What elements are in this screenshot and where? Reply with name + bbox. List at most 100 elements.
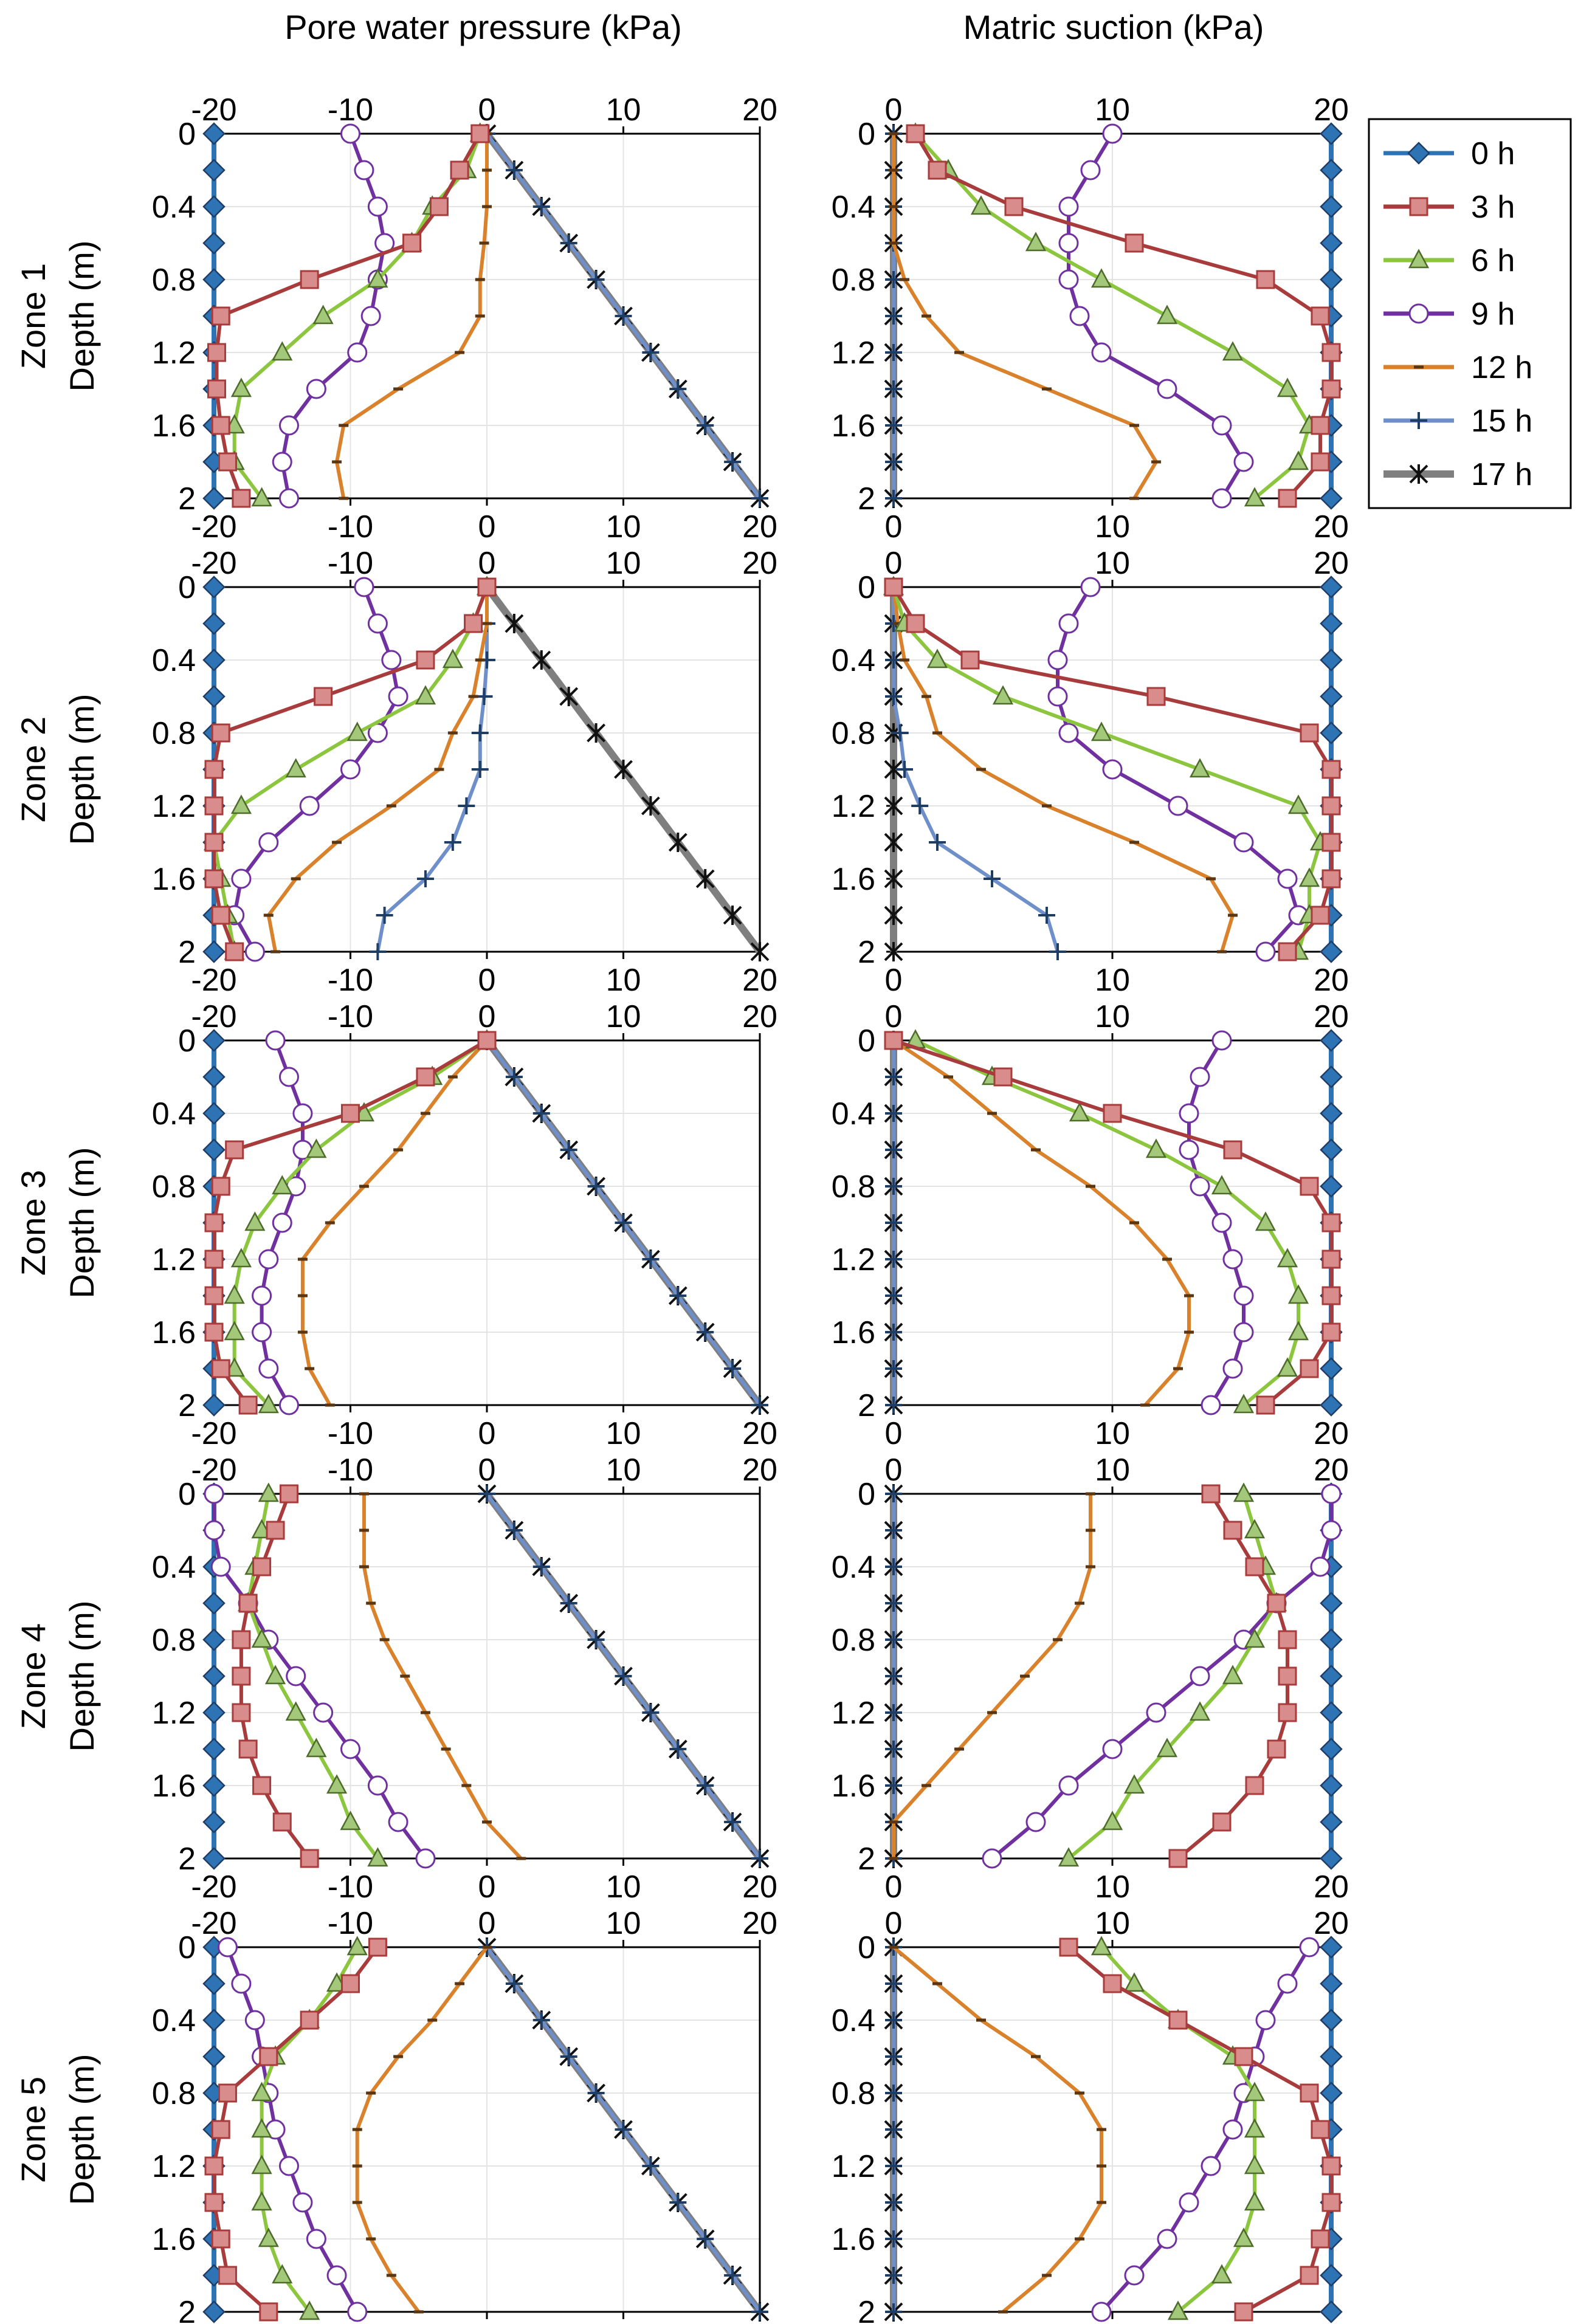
x-tick-label: 20 bbox=[1314, 546, 1349, 581]
data-point-9-h bbox=[1091, 342, 1112, 363]
data-point-0-h bbox=[1320, 159, 1343, 182]
y-tick-label: 0 bbox=[178, 117, 196, 152]
series-17-h bbox=[477, 577, 770, 961]
series-line-9-h bbox=[1067, 132, 1246, 500]
data-point-0-h bbox=[202, 1138, 226, 1161]
data-point-9-h bbox=[1047, 686, 1068, 707]
data-point-6-h bbox=[340, 1810, 361, 1831]
x-tick-label: -10 bbox=[328, 999, 373, 1034]
data-point-3-h bbox=[211, 2120, 230, 2139]
data-point-15-h bbox=[885, 344, 902, 361]
data-point-3-h bbox=[1146, 687, 1166, 706]
series-15-h bbox=[885, 1939, 902, 2320]
data-point-9-h bbox=[244, 2010, 265, 2030]
data-point-3-h bbox=[1278, 489, 1297, 508]
series-3-h bbox=[884, 577, 1341, 961]
y-tick-label: 1.6 bbox=[152, 1769, 196, 1804]
series-9-h bbox=[1091, 1937, 1320, 2322]
data-point-0-h bbox=[202, 1029, 226, 1052]
x-tick-label: 10 bbox=[606, 1416, 641, 1451]
legend-item-9-h: 9 h bbox=[1383, 297, 1515, 332]
data-point-9-h bbox=[1211, 1212, 1232, 1233]
data-point-6-h bbox=[442, 648, 463, 669]
data-point-0-h bbox=[202, 1592, 226, 1615]
series-15-h bbox=[885, 1485, 902, 1867]
series-0-h bbox=[202, 1482, 226, 1870]
data-point-3-h bbox=[1311, 416, 1330, 435]
data-point-15-h bbox=[885, 1704, 902, 1721]
data-point-3-h bbox=[204, 869, 224, 889]
zone-label: Zone 3 bbox=[14, 1170, 52, 1276]
data-point-9-h bbox=[306, 2229, 326, 2249]
data-point-15-h bbox=[697, 1324, 714, 1341]
data-point-6-h bbox=[272, 1175, 293, 1195]
data-point-9-h bbox=[1321, 1520, 1342, 1541]
data-point-0-h bbox=[1320, 1592, 1343, 1615]
data-point-9-h bbox=[292, 1103, 313, 1124]
data-point-9-h bbox=[1190, 1666, 1210, 1686]
data-point-3-h bbox=[884, 577, 903, 597]
data-point-9-h bbox=[1080, 577, 1101, 597]
data-point-6-h bbox=[1222, 341, 1244, 361]
series-3-h bbox=[204, 1937, 387, 2322]
x-tick-label: 10 bbox=[1095, 1452, 1130, 1488]
data-point-3-h bbox=[884, 1031, 903, 1050]
data-point-9-h bbox=[299, 796, 320, 816]
data-point-3-h bbox=[218, 2083, 237, 2103]
series-3-h bbox=[1168, 1484, 1297, 1868]
y-tick-label: 0 bbox=[178, 1930, 196, 1965]
data-point-0-h bbox=[1320, 487, 1343, 510]
data-point-6-h bbox=[1090, 1936, 1112, 1956]
data-point-9-h bbox=[278, 1067, 299, 1087]
data-point-3-h bbox=[252, 1776, 272, 1795]
data-point-9-h bbox=[272, 452, 292, 472]
zone-label: Zone 5 bbox=[14, 2077, 52, 2182]
data-point-3-h bbox=[1311, 306, 1330, 326]
x-tick-label: -20 bbox=[191, 963, 236, 998]
data-point-9-h bbox=[1168, 796, 1188, 816]
panel-zone-5-pore-water-pressure: -20 -10 0 10 20 0 0.4 0.8 1.2 1.6 2 Zone 5 Depth (m) bbox=[14, 1906, 777, 2324]
data-point-3-h bbox=[1321, 1213, 1341, 1232]
data-point-17-h bbox=[723, 906, 742, 925]
data-point-3-h bbox=[429, 197, 449, 216]
data-point-15-h bbox=[1049, 943, 1066, 960]
data-point-3-h bbox=[1223, 1140, 1242, 1160]
data-point-9-h bbox=[1102, 1739, 1123, 1759]
series-line-15-h bbox=[376, 587, 489, 952]
series-0-h bbox=[1320, 1482, 1343, 1870]
data-point-9-h bbox=[1299, 1937, 1320, 1958]
data-point-17-h bbox=[668, 833, 687, 852]
y-tick-label: 2 bbox=[858, 481, 875, 517]
y-tick-label: 1.2 bbox=[152, 1696, 196, 1731]
x-tick-label: 10 bbox=[1095, 999, 1130, 1034]
data-point-9-h bbox=[982, 1848, 1002, 1869]
chart-panels: -20-20-10-10001010202000.40.81.21.62Zone… bbox=[14, 92, 1349, 2324]
data-point-3-h bbox=[450, 160, 469, 180]
series-line-3-h bbox=[1067, 1945, 1333, 2314]
data-point-0-h bbox=[1320, 1738, 1343, 1761]
y-tick-label: 2 bbox=[858, 935, 875, 970]
data-point-6-h bbox=[1233, 1482, 1255, 1502]
data-point-15-h bbox=[885, 453, 902, 470]
data-point-3-h bbox=[1168, 2010, 1188, 2030]
y-tick-label: 0.8 bbox=[152, 716, 196, 751]
x-tick-label: -20 bbox=[191, 1416, 236, 1451]
data-point-15-h bbox=[697, 2230, 714, 2247]
data-point-0-h bbox=[1407, 142, 1430, 165]
data-point-0-h bbox=[202, 685, 226, 708]
data-point-0-h bbox=[202, 1810, 226, 1834]
data-point-15-h bbox=[471, 761, 489, 778]
data-point-0-h bbox=[202, 1847, 226, 1870]
data-point-0-h bbox=[1320, 1936, 1343, 1959]
x-tick-label: 0 bbox=[885, 963, 903, 998]
data-point-15-h bbox=[458, 797, 475, 814]
x-tick-label: 20 bbox=[1314, 509, 1349, 545]
data-point-3-h bbox=[279, 1484, 298, 1504]
series-3-h bbox=[232, 1484, 319, 1868]
data-point-15-h bbox=[885, 688, 902, 705]
data-point-3-h bbox=[1103, 1104, 1122, 1123]
series-line-12-h bbox=[335, 134, 489, 499]
data-point-6-h bbox=[251, 2118, 272, 2138]
data-point-3-h bbox=[1321, 869, 1341, 889]
data-point-0-h bbox=[202, 1701, 226, 1724]
